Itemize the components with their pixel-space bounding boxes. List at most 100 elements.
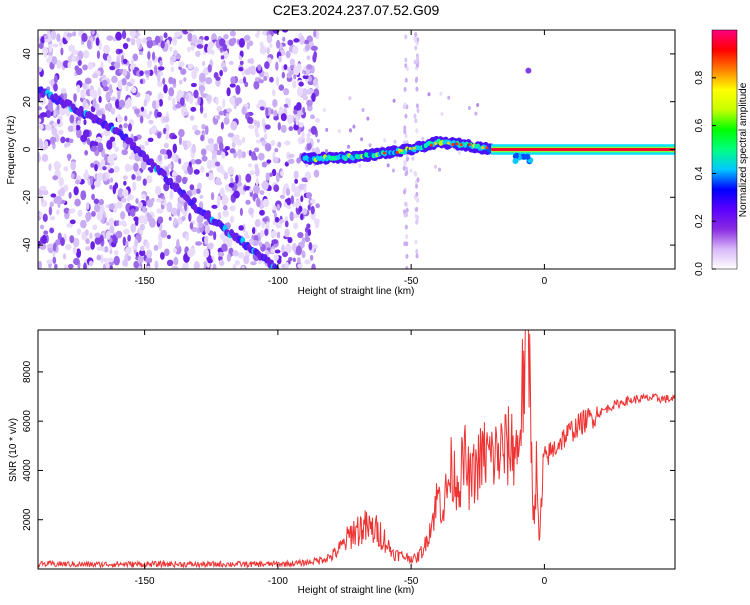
noise-speckle xyxy=(166,201,173,212)
vertical-streak-speckle xyxy=(405,265,409,269)
noise-speckle xyxy=(228,38,236,47)
noise-speckle xyxy=(140,106,145,112)
snr-background xyxy=(38,330,675,569)
noise-speckle xyxy=(301,177,308,183)
noise-speckle xyxy=(248,124,255,129)
noise-speckle xyxy=(139,70,144,76)
noise-speckle xyxy=(233,190,240,199)
noise-speckle xyxy=(145,256,153,264)
noise-speckle xyxy=(149,167,154,173)
noise-speckle xyxy=(288,126,294,132)
noise-speckle xyxy=(272,156,279,164)
noise-speckle xyxy=(104,246,109,253)
noise-speckle xyxy=(306,132,312,138)
main-trace-peak xyxy=(408,146,412,150)
sparse-speckle xyxy=(476,102,480,107)
noise-speckle xyxy=(302,106,306,114)
noise-speckle xyxy=(292,257,296,263)
noise-speckle xyxy=(86,137,91,145)
noise-speckle xyxy=(201,123,206,130)
noise-speckle xyxy=(130,208,136,217)
noise-speckle xyxy=(106,257,114,263)
noise-speckle xyxy=(185,233,190,242)
noise-speckle xyxy=(92,98,97,108)
noise-speckle xyxy=(275,61,279,71)
noise-speckle xyxy=(77,59,82,66)
noise-speckle xyxy=(241,190,246,196)
noise-speckle xyxy=(280,124,287,133)
noise-speckle xyxy=(134,218,139,226)
noise-speckle xyxy=(241,136,246,144)
noise-speckle xyxy=(223,116,230,125)
noise-speckle xyxy=(135,170,141,176)
noise-speckle xyxy=(278,55,282,63)
noise-speckle xyxy=(59,187,66,197)
x-tick-label: 0 xyxy=(542,576,548,587)
noise-speckle xyxy=(247,66,252,76)
noise-speckle xyxy=(144,70,151,75)
noise-speckle xyxy=(282,36,286,42)
noise-speckle xyxy=(96,172,104,182)
noise-speckle xyxy=(313,30,317,38)
noise-speckle xyxy=(249,57,254,65)
noise-speckle xyxy=(123,228,130,235)
sparse-speckle xyxy=(433,164,437,169)
sparse-speckle xyxy=(391,168,395,173)
noise-speckle xyxy=(253,184,260,194)
noise-speckle xyxy=(281,30,289,33)
noise-speckle xyxy=(297,263,303,269)
noise-speckle xyxy=(283,88,290,96)
snr-frame xyxy=(37,329,676,570)
noise-speckle xyxy=(139,78,144,84)
noise-speckle xyxy=(196,215,204,224)
noise-speckle xyxy=(159,148,167,155)
noise-speckle xyxy=(183,201,188,212)
noise-speckle xyxy=(176,54,182,60)
noise-speckle xyxy=(288,256,293,262)
noise-speckle xyxy=(90,162,95,168)
noise-speckle xyxy=(141,193,146,200)
noise-speckle xyxy=(121,197,127,203)
noise-speckle xyxy=(273,116,279,121)
noise-speckle xyxy=(69,235,75,244)
vertical-streak-speckle xyxy=(415,183,419,189)
noise-speckle xyxy=(216,115,221,120)
noise-speckle xyxy=(84,150,89,156)
noise-speckle xyxy=(42,213,48,222)
noise-speckle xyxy=(64,142,68,148)
noise-speckle xyxy=(203,112,208,118)
noise-speckle xyxy=(205,172,210,177)
noise-speckle xyxy=(195,50,201,58)
noise-speckle xyxy=(147,137,154,143)
noise-speckle xyxy=(235,139,243,146)
noise-speckle xyxy=(230,121,238,131)
noise-speckle xyxy=(199,104,204,114)
noise-speckle xyxy=(72,31,77,37)
noise-speckle xyxy=(106,54,112,64)
noise-speckle xyxy=(63,166,69,172)
noise-speckle xyxy=(41,234,47,245)
y-tick-label: 20 xyxy=(22,96,33,108)
noise-speckle xyxy=(241,106,246,115)
noise-speckle xyxy=(50,193,57,198)
noise-speckle xyxy=(205,94,213,103)
noise-speckle xyxy=(254,219,261,228)
noise-speckle xyxy=(106,171,111,179)
notch-blob xyxy=(512,158,519,165)
noise-speckle xyxy=(46,243,54,248)
noise-speckle xyxy=(235,174,239,184)
noise-speckle xyxy=(60,237,65,247)
noise-speckle xyxy=(67,263,74,269)
noise-speckle xyxy=(40,112,48,118)
noise-speckle xyxy=(195,188,201,194)
vertical-streak-speckle xyxy=(402,165,406,171)
noise-speckle xyxy=(85,102,89,110)
noise-speckle xyxy=(172,143,177,154)
noise-speckle xyxy=(168,216,172,221)
noise-speckle xyxy=(109,136,116,143)
noise-speckle xyxy=(52,242,57,252)
noise-speckle xyxy=(130,223,137,233)
noise-speckle xyxy=(198,72,206,83)
isolated-blob xyxy=(525,67,532,74)
noise-speckle xyxy=(238,78,245,84)
